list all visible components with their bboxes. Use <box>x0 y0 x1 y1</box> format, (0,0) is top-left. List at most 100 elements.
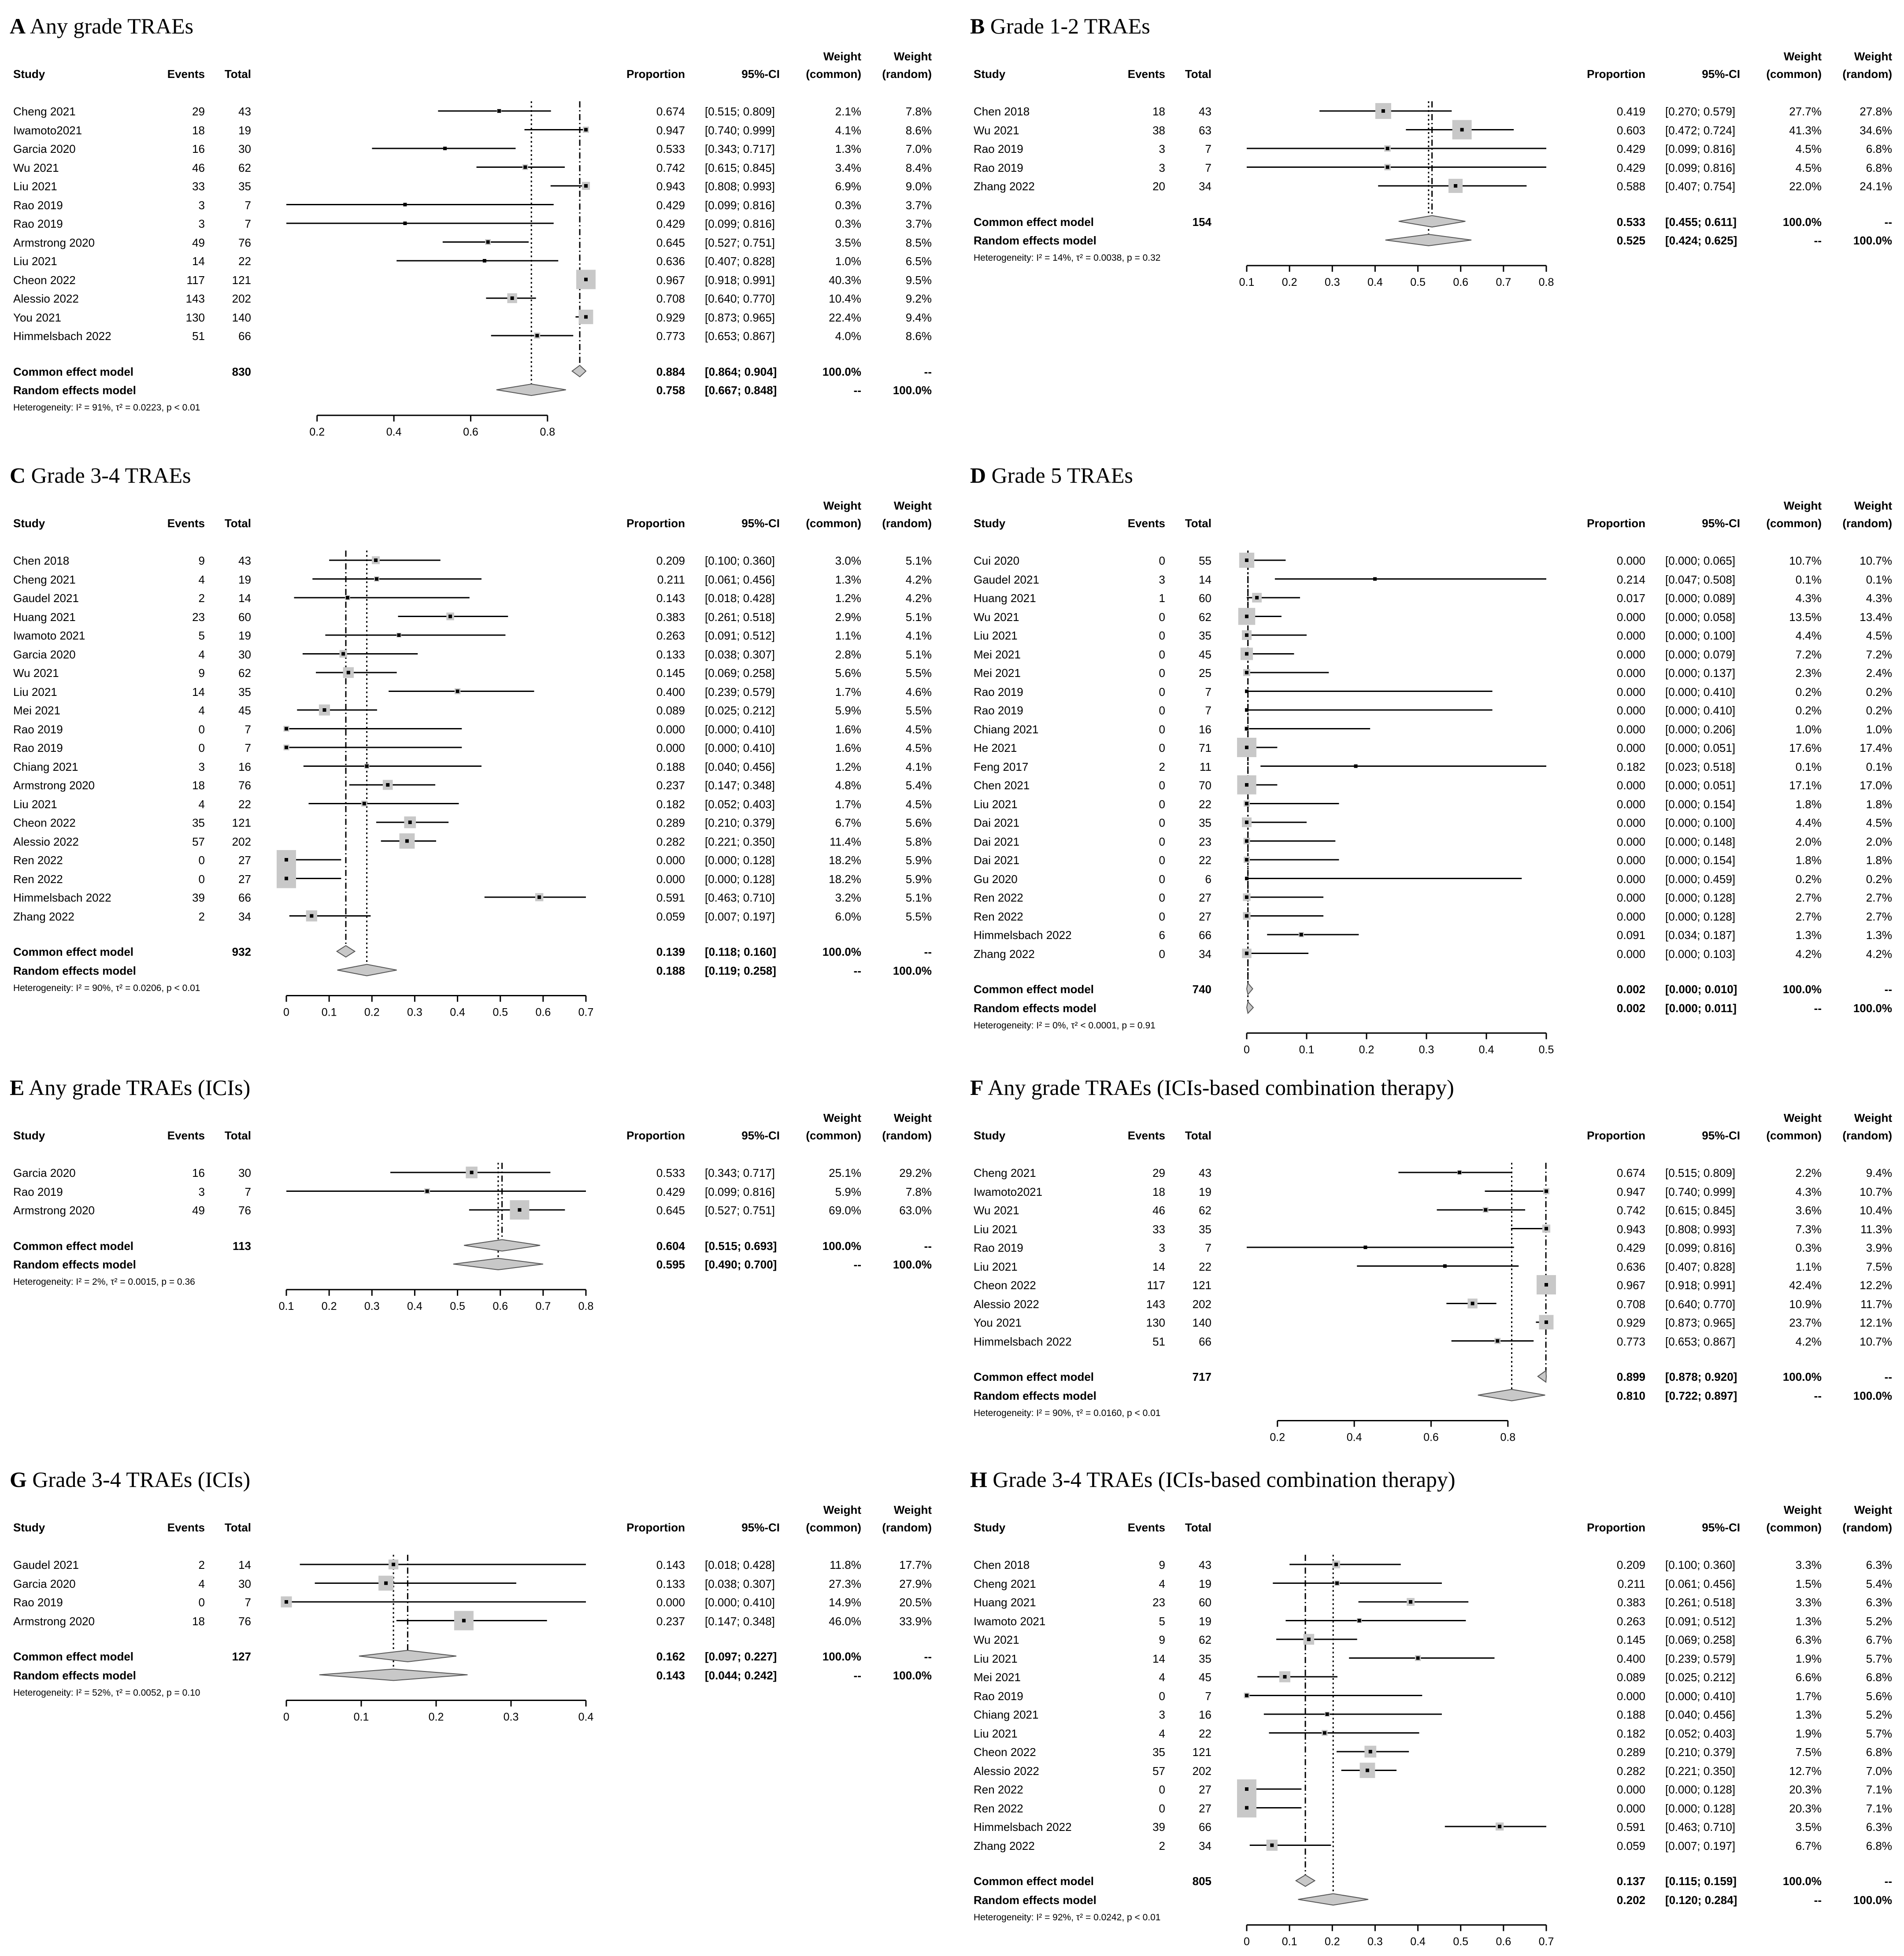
study-weight-common: 0.2% <box>1795 704 1822 717</box>
study-proportion: 0.000 <box>1616 872 1645 886</box>
x-axis-tick-label: 0.1 <box>279 1300 294 1313</box>
random-effects-weight-common: -- <box>1814 1893 1822 1907</box>
study-point-estimate <box>1357 1619 1361 1623</box>
study-weight-random: 5.2% <box>1866 1614 1892 1628</box>
study-ci: [0.808; 0.993] <box>1665 1222 1736 1236</box>
study-weight-common: 17.1% <box>1789 779 1822 792</box>
study-name: Mei 2021 <box>974 1671 1021 1684</box>
header-study: Study <box>13 1521 45 1534</box>
study-events: 29 <box>1152 1166 1165 1180</box>
study-point-estimate <box>1245 895 1248 899</box>
study-weight-random: 5.4% <box>1866 1577 1892 1590</box>
study-events: 9 <box>198 554 205 567</box>
random-effects-label: Random effects model <box>13 1258 136 1271</box>
panel-title: A Any grade TRAEs <box>10 13 193 39</box>
header-weight-common-sub: (common) <box>1766 1129 1822 1142</box>
header-weight-random-sub: (random) <box>1842 1521 1892 1534</box>
study-proportion: 0.773 <box>1616 1335 1645 1348</box>
header-weight-common-sub: (common) <box>806 1129 861 1142</box>
header-ci: 95%-CI <box>1702 67 1740 81</box>
study-ci: [0.007; 0.197] <box>705 910 775 923</box>
study-total: 35 <box>1199 1222 1211 1236</box>
study-events: 4 <box>1159 1671 1165 1684</box>
common-effect-label: Common effect model <box>13 1239 134 1253</box>
study-weight-common: 2.0% <box>1795 835 1822 848</box>
study-weight-common: 0.2% <box>1795 685 1822 699</box>
study-proportion: 0.182 <box>1616 1727 1645 1740</box>
study-proportion: 0.182 <box>656 797 685 811</box>
study-name: Rao 2019 <box>974 1689 1023 1703</box>
header-ci: 95%-CI <box>1702 517 1740 530</box>
heterogeneity-note: Heterogeneity: I² = 90%, τ² = 0.0160, p … <box>974 1408 1161 1418</box>
study-weight-common: 1.9% <box>1795 1727 1822 1740</box>
study-weight-common: 1.1% <box>835 629 861 642</box>
common-effect-weight-random: -- <box>1884 983 1892 996</box>
study-weight-common: 3.0% <box>835 554 861 567</box>
random-effects-ci: [0.000; 0.011] <box>1665 1001 1737 1015</box>
study-point-estimate <box>523 165 527 169</box>
random-effects-weight-common: -- <box>853 1668 861 1682</box>
random-effects-diamond <box>319 1668 468 1681</box>
study-weight-random: 0.2% <box>1866 685 1892 699</box>
forest-plot: 0.2 0.4 0.6 0.8 <box>1247 1163 1556 1444</box>
study-weight-random: 5.5% <box>905 666 932 680</box>
random-effects-diamond <box>1246 1001 1254 1014</box>
random-effects-weight-random: 100.0% <box>1853 1001 1892 1015</box>
study-ci: [0.100; 0.360] <box>705 554 775 567</box>
study-weight-random: 63.0% <box>899 1204 932 1217</box>
study-name: Garcia 2020 <box>13 647 76 661</box>
study-weight-common: 7.3% <box>1795 1222 1822 1236</box>
study-weight-random: 8.4% <box>905 161 932 174</box>
study-weight-random: 0.1% <box>1866 760 1892 773</box>
common-effect-label: Common effect model <box>974 1370 1094 1383</box>
study-name: Cheng 2021 <box>13 105 76 118</box>
study-weight-random: 7.1% <box>1866 1783 1892 1796</box>
study-ci: [0.463; 0.710] <box>1665 1820 1736 1834</box>
common-effect-ci: [0.515; 0.693] <box>705 1239 777 1253</box>
study-total: 66 <box>1199 1335 1211 1348</box>
study-name: Himmelsbach 2022 <box>974 1820 1072 1834</box>
study-point-estimate <box>285 727 288 731</box>
study-total: 22 <box>238 797 251 811</box>
study-name: Ren 2022 <box>974 910 1023 923</box>
study-events: 14 <box>192 255 205 268</box>
study-ci: [0.000; 0.410] <box>705 722 775 736</box>
study-proportion: 0.089 <box>656 704 685 717</box>
study-point-estimate <box>1454 184 1458 188</box>
header-total: Total <box>224 517 251 530</box>
header-weight-common: Weight <box>1783 1503 1822 1516</box>
study-name: Cheng 2021 <box>974 1577 1036 1590</box>
study-proportion: 0.289 <box>656 816 685 829</box>
study-weight-common: 7.2% <box>1795 647 1822 661</box>
study-name: Huang 2021 <box>974 1596 1036 1609</box>
common-effect-diamond <box>1537 1370 1547 1383</box>
study-point-estimate <box>482 259 486 263</box>
study-point-estimate <box>1245 708 1248 712</box>
study-name: Rao 2019 <box>974 142 1023 155</box>
study-name: Alessio 2022 <box>974 1297 1039 1311</box>
x-axis-tick-label: 0.8 <box>1539 276 1554 288</box>
study-point-estimate <box>486 240 490 244</box>
random-effects-diamond <box>496 383 566 396</box>
study-events: 0 <box>1159 629 1165 642</box>
study-name: Liu 2021 <box>974 1727 1018 1740</box>
forest-plot: 0 0.1 0.2 0.3 0.4 0.5 0.6 0.7 <box>277 551 593 1019</box>
study-proportion: 0.533 <box>656 142 685 155</box>
header-weight-common: Weight <box>823 1503 861 1516</box>
study-proportion: 0.000 <box>656 741 685 754</box>
forest-plot: 0 0.1 0.2 0.3 0.4 0.5 <box>1237 551 1554 1056</box>
study-total: 35 <box>1199 1652 1211 1665</box>
panel-title: D Grade 5 TRAEs <box>970 462 1133 488</box>
study-ci: [0.343; 0.717] <box>705 142 775 155</box>
random-effects-proportion: 0.002 <box>1616 1001 1645 1015</box>
study-weight-random: 7.1% <box>1866 1801 1892 1815</box>
study-weight-random: 5.2% <box>1866 1708 1892 1721</box>
panel-title: E Any grade TRAEs (ICIs) <box>10 1075 250 1100</box>
common-effect-weight-common: 100.0% <box>1782 1875 1822 1888</box>
header-total: Total <box>224 1521 251 1534</box>
header-weight-common: Weight <box>1783 499 1822 512</box>
study-name: Feng 2017 <box>974 760 1029 773</box>
header-weight-random: Weight <box>893 50 932 63</box>
study-weight-random: 10.7% <box>1860 554 1892 567</box>
study-weight-random: 6.8% <box>1866 142 1892 155</box>
